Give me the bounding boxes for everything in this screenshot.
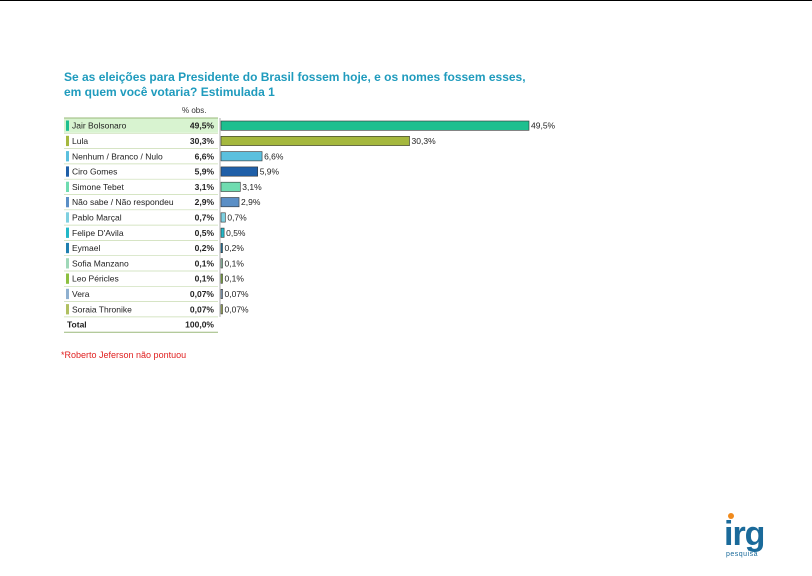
category-label: Simone Tebet <box>72 182 124 192</box>
data-label: 6,6% <box>264 151 284 161</box>
legend-marker <box>66 166 69 177</box>
data-label: 0,07% <box>225 304 250 314</box>
bar <box>220 227 225 238</box>
table-value: 2,9% <box>195 197 215 207</box>
legend-marker <box>66 120 69 131</box>
chart-title: Se as eleições para Presidente do Brasil… <box>64 70 526 99</box>
category-label: Sofia Manzano <box>72 258 129 268</box>
category-label: Vera <box>72 289 90 299</box>
logo-dot-icon <box>728 513 734 519</box>
top-border-line <box>0 0 812 1</box>
table-value: 3,1% <box>195 182 215 192</box>
category-label: Soraia Thronike <box>72 304 132 314</box>
legend-marker <box>66 258 69 269</box>
table-value: 6,6% <box>195 151 215 161</box>
bar <box>220 120 530 131</box>
data-label: 49,5% <box>531 121 556 131</box>
table-value: 0,1% <box>195 274 215 284</box>
category-label: Não sabe / Não respondeu <box>72 197 174 207</box>
data-label: 3,1% <box>242 182 262 192</box>
category-label: Leo Péricles <box>72 274 119 284</box>
bar <box>220 151 263 162</box>
legend-marker <box>66 197 69 208</box>
legend-marker <box>66 227 69 238</box>
bar <box>220 197 240 208</box>
bar <box>220 273 223 284</box>
table-value: 30,3% <box>190 136 215 146</box>
category-label: Lula <box>72 136 88 146</box>
category-label: Nenhum / Branco / Nulo <box>72 151 163 161</box>
table-value: 5,9% <box>195 167 215 177</box>
data-label: 30,3% <box>412 136 437 146</box>
logo-text: irg <box>724 515 765 553</box>
footnote: *Roberto Jeferson não pontuou <box>61 350 187 360</box>
table-value: 0,07% <box>190 289 215 299</box>
bar <box>220 181 241 192</box>
logo-subtext: pesquisa <box>726 551 759 558</box>
table-value: 0,2% <box>195 243 215 253</box>
data-label: 5,9% <box>260 167 280 177</box>
legend-marker <box>66 181 69 192</box>
total-value: 100,0% <box>185 320 214 330</box>
data-label: 0,7% <box>227 212 247 222</box>
row-highlight <box>64 118 218 133</box>
category-label: Felipe D'Avila <box>72 228 124 238</box>
data-label: 0,1% <box>225 274 245 284</box>
column-header: % obs. <box>182 106 207 115</box>
table-value: 0,7% <box>195 212 215 222</box>
legend-marker <box>66 151 69 162</box>
legend-marker <box>66 135 69 147</box>
bar <box>220 288 223 299</box>
category-label: Jair Bolsonaro <box>72 121 127 131</box>
table-value: 0,1% <box>195 258 215 268</box>
table-value: 49,5% <box>190 121 215 131</box>
data-label: 0,1% <box>225 258 245 268</box>
category-label: Eymael <box>72 243 100 253</box>
category-label: Ciro Gomes <box>72 167 117 177</box>
bar <box>220 136 410 146</box>
irg-logo: irg pesquisa <box>724 513 788 563</box>
bar <box>220 304 223 315</box>
table-value: 0,5% <box>195 228 215 238</box>
bar <box>220 166 259 177</box>
legend-marker <box>66 212 69 223</box>
legend-marker <box>66 273 69 284</box>
data-label: 2,9% <box>241 197 261 207</box>
total-label: Total <box>67 320 87 330</box>
legend-marker <box>66 288 69 300</box>
bar <box>220 212 226 223</box>
data-label: 0,5% <box>226 228 246 238</box>
data-label: 0,2% <box>225 243 245 253</box>
data-label: 0,07% <box>225 289 250 299</box>
bar <box>220 243 223 253</box>
bar <box>220 258 223 269</box>
category-label: Pablo Marçal <box>72 212 122 222</box>
legend-marker <box>66 304 69 315</box>
legend-marker <box>66 242 69 254</box>
table-value: 0,07% <box>190 304 215 314</box>
